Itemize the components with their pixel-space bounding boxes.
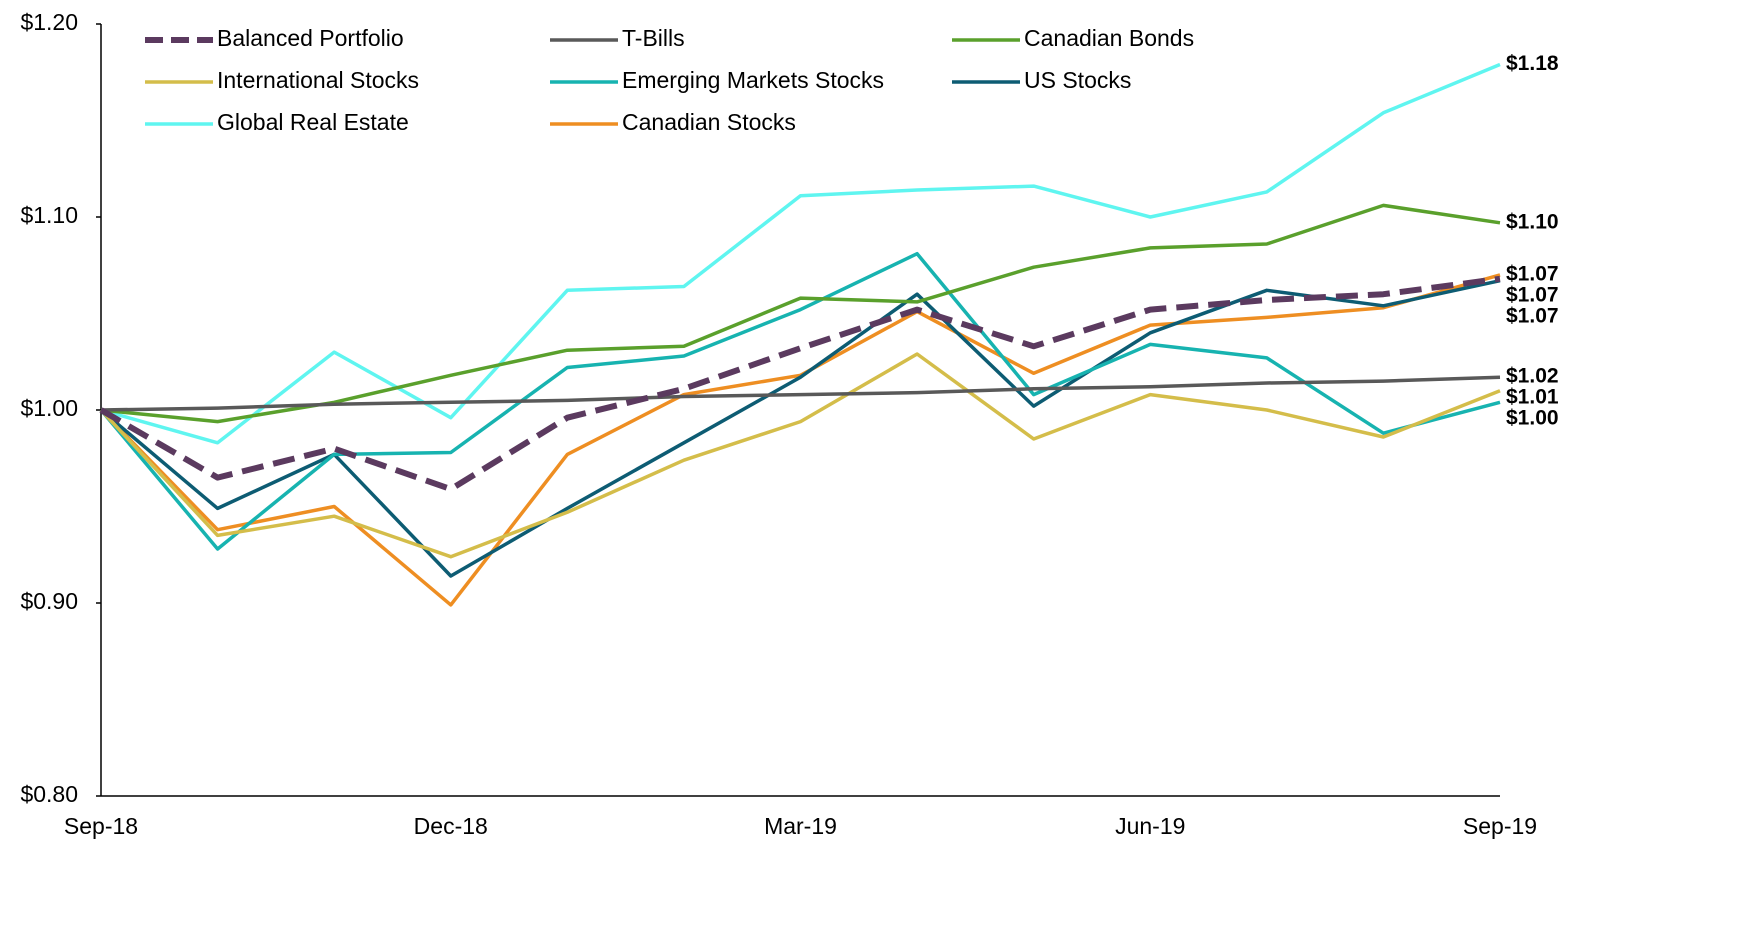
series-line [100,203,1501,424]
series-line [99,278,1501,578]
y-tick-label: $0.90 [20,588,78,614]
legend-label: Emerging Markets Stocks [622,67,884,93]
legend-item: Emerging Markets Stocks [550,67,884,93]
legend-item: Canadian Bonds [952,25,1194,51]
x-tick-label: Dec-18 [414,813,488,839]
legend-item: US Stocks [952,67,1131,93]
series-line [100,375,1501,412]
legend-label: Balanced Portfolio [217,25,404,51]
legend-label: T-Bills [622,25,685,51]
data-label: $1.07 [1506,262,1559,285]
legend-item: International Stocks [145,67,419,93]
legend-label: Canadian Bonds [1024,25,1194,51]
series-line [99,251,1501,551]
x-tick-label: Mar-19 [764,813,837,839]
x-tick-label: Jun-19 [1115,813,1185,839]
legend-label: Canadian Stocks [622,109,796,135]
series-line [99,273,1501,607]
data-label: $1.00 [1506,407,1559,430]
data-label: $1.01 [1506,386,1559,409]
x-tick-label: Sep-19 [1463,813,1537,839]
legend-item: Global Real Estate [145,109,409,135]
y-tick-label: $1.00 [20,395,78,421]
series-line [100,62,1501,445]
y-tick-label: $1.10 [20,202,78,228]
data-label: $1.18 [1506,52,1559,75]
series-line [99,352,1501,559]
legend-item: Balanced Portfolio [145,25,404,51]
legend-label: US Stocks [1024,67,1131,93]
data-label: $1.07 [1506,283,1559,306]
legend-label: Global Real Estate [217,109,409,135]
legend-item: T-Bills [550,25,685,51]
data-label: $1.10 [1506,210,1559,233]
x-tick-label: Sep-18 [64,813,138,839]
y-tick-label: $0.80 [20,781,78,807]
y-tick-label: $1.20 [20,9,78,35]
data-label: $1.02 [1506,365,1559,388]
legend-label: International Stocks [217,67,419,93]
legend-item: Canadian Stocks [550,109,796,135]
data-label: $1.07 [1506,304,1559,327]
